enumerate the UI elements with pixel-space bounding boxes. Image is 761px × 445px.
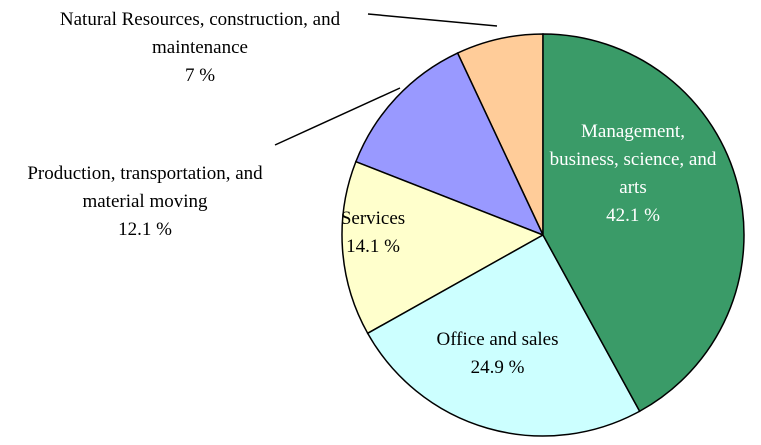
slice-label: Services 14.1 % <box>318 205 428 261</box>
pie-slice <box>341 160 545 335</box>
slice-label: Natural Resources, construction, and mai… <box>20 6 380 90</box>
category-label: Management, business, science, and arts <box>549 121 717 198</box>
pie-slice <box>354 52 545 237</box>
category-label: Office and sales <box>436 329 559 350</box>
pie-slice <box>366 233 641 437</box>
value-label: 7 % <box>184 65 216 86</box>
value-label: 12.1 % <box>118 219 172 240</box>
value-label: 24.9 % <box>470 357 525 378</box>
slice-label: Production, transportation, and material… <box>0 160 290 244</box>
leader-line <box>367 13 498 27</box>
pie-slice <box>542 33 745 413</box>
leader-line <box>274 87 401 146</box>
category-label: Natural Resources, construction, and mai… <box>59 9 341 58</box>
value-label: 14.1 % <box>346 236 400 257</box>
value-label: 42.1 % <box>606 205 660 226</box>
category-label: Production, transportation, and material… <box>27 163 263 212</box>
slice-label: Management, business, science, and arts 4… <box>548 118 718 230</box>
slice-label: Office and sales 24.9 % <box>400 326 595 382</box>
category-label: Services <box>340 208 406 229</box>
